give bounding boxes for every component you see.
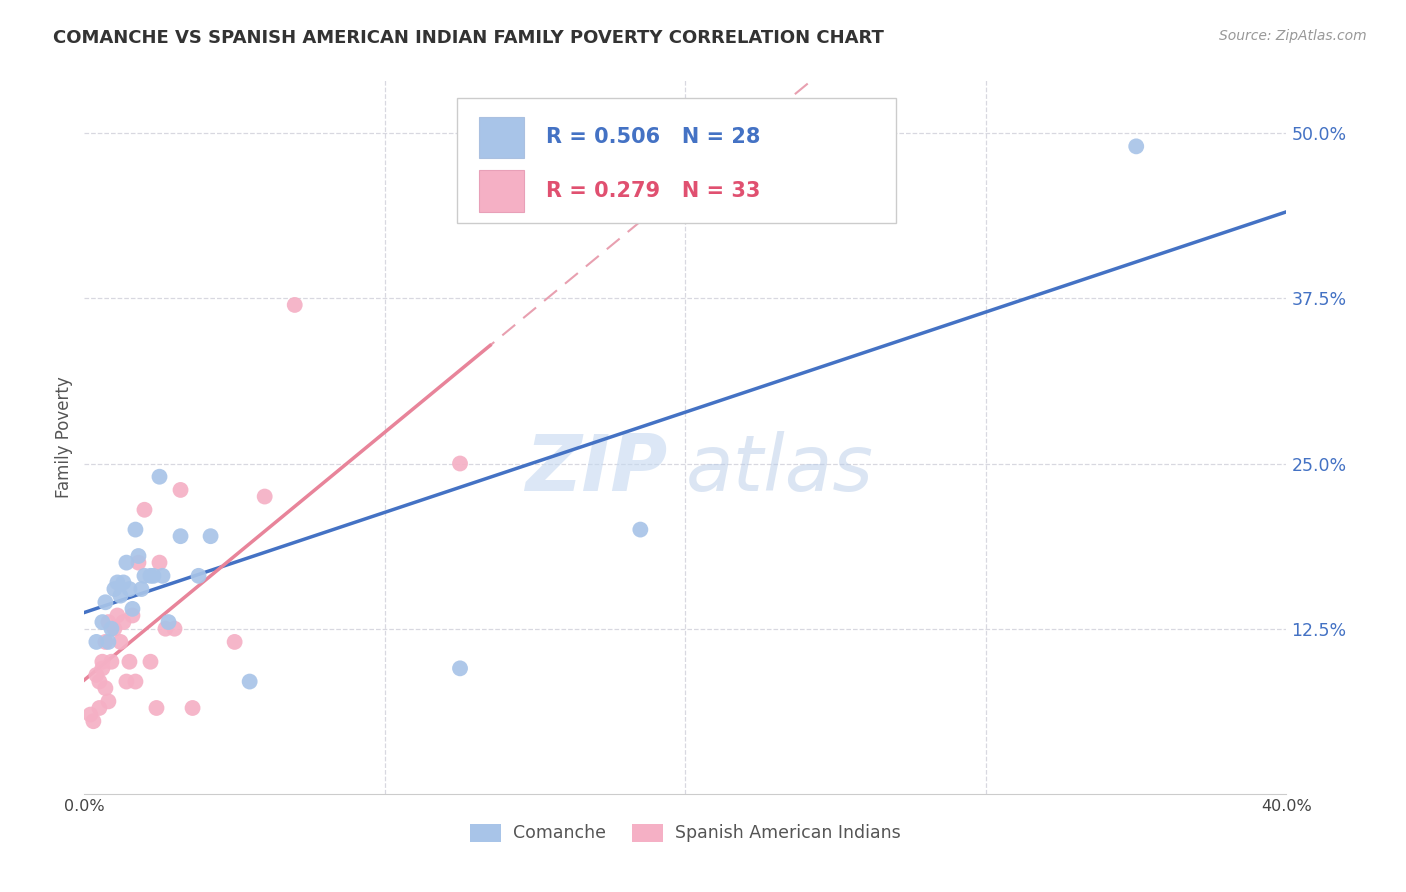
- FancyBboxPatch shape: [457, 98, 896, 223]
- Point: [163, 622, 186, 636]
- Point: [449, 457, 471, 471]
- Point: [86, 635, 108, 649]
- Point: [118, 582, 141, 596]
- Point: [1125, 139, 1147, 153]
- Text: Source: ZipAtlas.com: Source: ZipAtlas.com: [1219, 29, 1367, 43]
- Point: [224, 635, 246, 649]
- Point: [127, 556, 149, 570]
- Point: [91, 615, 114, 629]
- Text: R = 0.506   N = 28: R = 0.506 N = 28: [546, 128, 761, 147]
- Point: [94, 635, 117, 649]
- Point: [134, 569, 156, 583]
- Point: [200, 529, 222, 543]
- Point: [100, 622, 122, 636]
- Point: [110, 589, 132, 603]
- Point: [139, 569, 162, 583]
- Point: [112, 615, 135, 629]
- Point: [148, 556, 170, 570]
- Point: [155, 622, 177, 636]
- Point: [253, 490, 276, 504]
- Point: [115, 674, 138, 689]
- Point: [94, 595, 117, 609]
- FancyBboxPatch shape: [478, 170, 524, 211]
- Point: [628, 523, 651, 537]
- Point: [91, 661, 114, 675]
- Point: [121, 608, 143, 623]
- Point: [139, 655, 162, 669]
- Point: [91, 655, 114, 669]
- FancyBboxPatch shape: [478, 117, 524, 158]
- Point: [97, 694, 120, 708]
- Point: [152, 569, 174, 583]
- Point: [127, 549, 149, 563]
- Point: [131, 582, 153, 596]
- Point: [107, 608, 129, 623]
- Point: [97, 635, 120, 649]
- Point: [169, 483, 191, 497]
- Y-axis label: Family Poverty: Family Poverty: [55, 376, 73, 498]
- Point: [187, 569, 209, 583]
- Point: [86, 668, 108, 682]
- Point: [145, 701, 167, 715]
- Point: [79, 707, 101, 722]
- Point: [112, 575, 135, 590]
- Point: [124, 674, 146, 689]
- Legend: Comanche, Spanish American Indians: Comanche, Spanish American Indians: [463, 817, 908, 849]
- Point: [449, 661, 471, 675]
- Point: [239, 674, 262, 689]
- Point: [89, 674, 111, 689]
- Point: [169, 529, 191, 543]
- Text: R = 0.279   N = 33: R = 0.279 N = 33: [546, 181, 761, 201]
- Point: [115, 556, 138, 570]
- Point: [142, 569, 165, 583]
- Point: [157, 615, 180, 629]
- Text: atlas: atlas: [686, 431, 873, 508]
- Point: [100, 655, 122, 669]
- Point: [124, 523, 146, 537]
- Text: COMANCHE VS SPANISH AMERICAN INDIAN FAMILY POVERTY CORRELATION CHART: COMANCHE VS SPANISH AMERICAN INDIAN FAMI…: [53, 29, 884, 46]
- Point: [110, 635, 132, 649]
- Point: [181, 701, 204, 715]
- Text: ZIP: ZIP: [526, 431, 668, 508]
- Point: [97, 615, 120, 629]
- Point: [94, 681, 117, 695]
- Point: [89, 701, 111, 715]
- Point: [284, 298, 307, 312]
- Point: [107, 575, 129, 590]
- Point: [148, 469, 170, 483]
- Point: [103, 582, 125, 596]
- Point: [134, 502, 156, 516]
- Point: [118, 655, 141, 669]
- Point: [121, 602, 143, 616]
- Point: [103, 622, 125, 636]
- Point: [82, 714, 104, 729]
